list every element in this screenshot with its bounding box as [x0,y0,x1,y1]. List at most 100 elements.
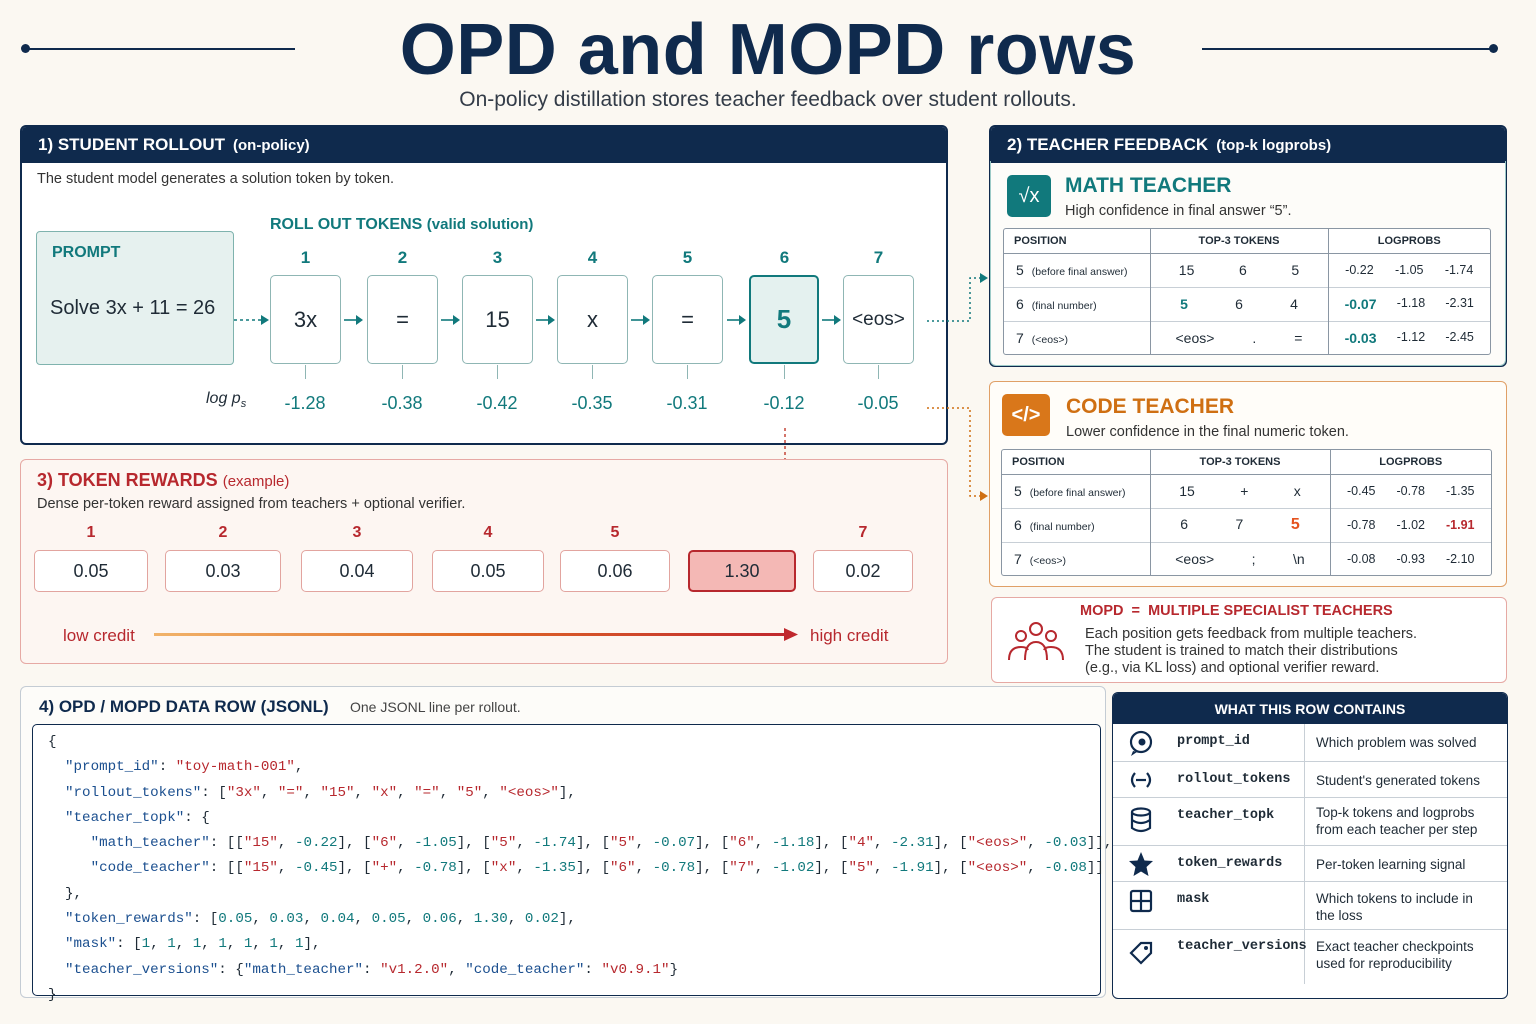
top-token: + [1240,483,1249,499]
arrow-icon [631,315,650,325]
top-token: 6 [1238,262,1247,278]
reward-number: 4 [483,524,493,541]
code-teacher-desc: Lower confidence in the final numeric to… [1066,424,1349,440]
code-brackets-icon: </> [1011,403,1041,426]
token-tick [497,365,498,379]
row-contains-divider [1304,724,1305,984]
position-number: 5 [1014,483,1022,499]
math-teacher-table: POSITION TOP-3 TOKENS LOGPROBS 5 (before … [1003,228,1491,355]
token-rewards-heading-main: 3) TOKEN REWARDS [37,470,218,490]
prompt-label: PROMPT [52,244,121,261]
token-number: 2 [397,248,408,267]
position-number: 7 [1016,330,1024,347]
field-desc: Top-k tokens and logprobs from each teac… [1316,805,1478,837]
token-logprob: -0.42 [476,393,518,413]
position-label: (before final answer) [1031,266,1128,278]
logprob: -1.05 [1394,263,1424,277]
arrow-icon [344,315,363,325]
row-contains-panel: WHAT THIS ROW CONTAINS prompt_id Which p… [1112,692,1508,999]
token-tick [878,365,879,379]
rollout-tokens-label: ROLL OUT TOKENS (valid solution) [270,216,533,234]
logprob: -2.10 [1446,552,1475,567]
logprob: -1.18 [1396,296,1426,310]
code-table-header: POSITION TOP-3 TOKENS LOGPROBS [1002,450,1491,475]
token-rewards-desc: Dense per-token reward assigned from tea… [37,496,466,512]
token-rewards-heading: 3) TOKEN REWARDS (example) [37,470,289,491]
token-tick [784,365,785,379]
field-name: token_rewards [1177,856,1283,871]
student-rollout-header: 1) STUDENT ROLLOUT (on-policy) [22,127,946,163]
position-number: 6 [1014,517,1022,533]
token-number: 3 [492,248,503,267]
top-token-highlight: 5 [1180,296,1188,312]
token-logprob: -0.31 [666,393,708,413]
token-number: 4 [587,248,598,267]
field-desc: Which problem was solved [1316,735,1477,750]
logprob: -1.74 [1444,263,1474,277]
logprob: -1.02 [1396,518,1426,532]
rollout-tokens-label-sub: (valid solution) [426,216,534,233]
table-row: mask Which tokens to include in the loss [1113,881,1507,929]
top-token: 15 [1179,483,1195,499]
token-number: 1 [300,248,311,267]
star-icon [1129,852,1153,876]
table-row: rollout_tokens Student's generated token… [1113,761,1507,797]
data-row-note: One JSONL line per rollout. [350,699,521,715]
reward-box: 0.02 [813,550,913,592]
token-number: 6 [779,248,790,267]
field-name: teacher_versions [1177,939,1307,954]
logprob-highlight: -0.07 [1344,296,1377,312]
top-token: 5 [1291,262,1300,278]
field-desc: Per-token learning signal [1316,857,1466,872]
reward-number: 2 [218,524,228,541]
reward-number: 1 [86,524,96,541]
logprob: -1.35 [1446,484,1475,498]
reward-number: 5 [610,524,620,541]
mopd-line-1: Each position gets feedback from multipl… [1085,626,1418,642]
reward-box: 0.04 [301,550,413,592]
field-desc: Which tokens to include in the loss [1316,891,1473,923]
position-label: (final number) [1029,521,1095,533]
arrow-icon [441,315,460,325]
token-logprob: -0.05 [857,393,899,413]
top-token: 6 [1235,296,1243,312]
code-teacher-icon: </> [1002,394,1050,436]
token-box: 15 [462,275,533,364]
token-box: = [652,275,723,364]
mopd-box [991,597,1507,683]
top-token: <eos> [1175,330,1215,347]
table-row: 5 (before final answer) 15 + x -0.45 -0.78 -1… [1002,473,1491,508]
logprob: -0.22 [1345,263,1374,277]
field-name: mask [1177,892,1210,907]
logprob: -2.45 [1445,330,1474,345]
col-top3-tokens: TOP-3 TOKENS [1149,229,1328,254]
top-token: 4 [1290,296,1298,312]
table-row: teacher_topk Top-k tokens and logprobs f… [1113,797,1507,845]
top-token: 7 [1235,516,1244,532]
table-row: 7 (<eos>) <eos>; \n -0.08 -0.93 -2.10 [1002,541,1491,575]
top-token: 15 [1178,262,1195,278]
mopd-line-2: The student is trained to match their di… [1085,643,1398,659]
logprob: -0.93 [1396,552,1426,567]
page-title: OPD and MOPD rows [399,10,1137,90]
top-token: <eos> [1175,551,1215,568]
math-table-header: POSITION TOP-3 TOKENS LOGPROBS [1004,229,1490,254]
token-box: = [367,275,438,364]
field-name: teacher_topk [1177,808,1275,823]
table-row: prompt_id Which problem was solved [1113,724,1507,761]
math-teacher-title: MATH TEACHER [1065,174,1232,197]
sqrt-icon: √x [1018,184,1040,207]
header-right-dot [1489,44,1498,53]
token-box: <eos> [843,275,914,364]
teacher-feedback-header: 2) TEACHER FEEDBACK (top-k logprobs) [991,127,1505,163]
arrow-icon [536,315,555,325]
position-number: 6 [1016,296,1024,312]
arrow-icon [822,315,841,325]
token-number: 7 [873,248,884,267]
prompt-text: Solve 3x + 11 = 26 [50,297,216,319]
table-row: 6 (final number) 6 7 5 -0.78 -1.02 -1.91 [1002,507,1491,542]
logprob-highlight: -0.03 [1344,330,1377,347]
math-teacher-desc: High confidence in final answer “5”. [1065,203,1292,219]
top-token: . [1252,330,1257,347]
table-row: teacher_versions Exact teacher checkpoin… [1113,929,1507,985]
